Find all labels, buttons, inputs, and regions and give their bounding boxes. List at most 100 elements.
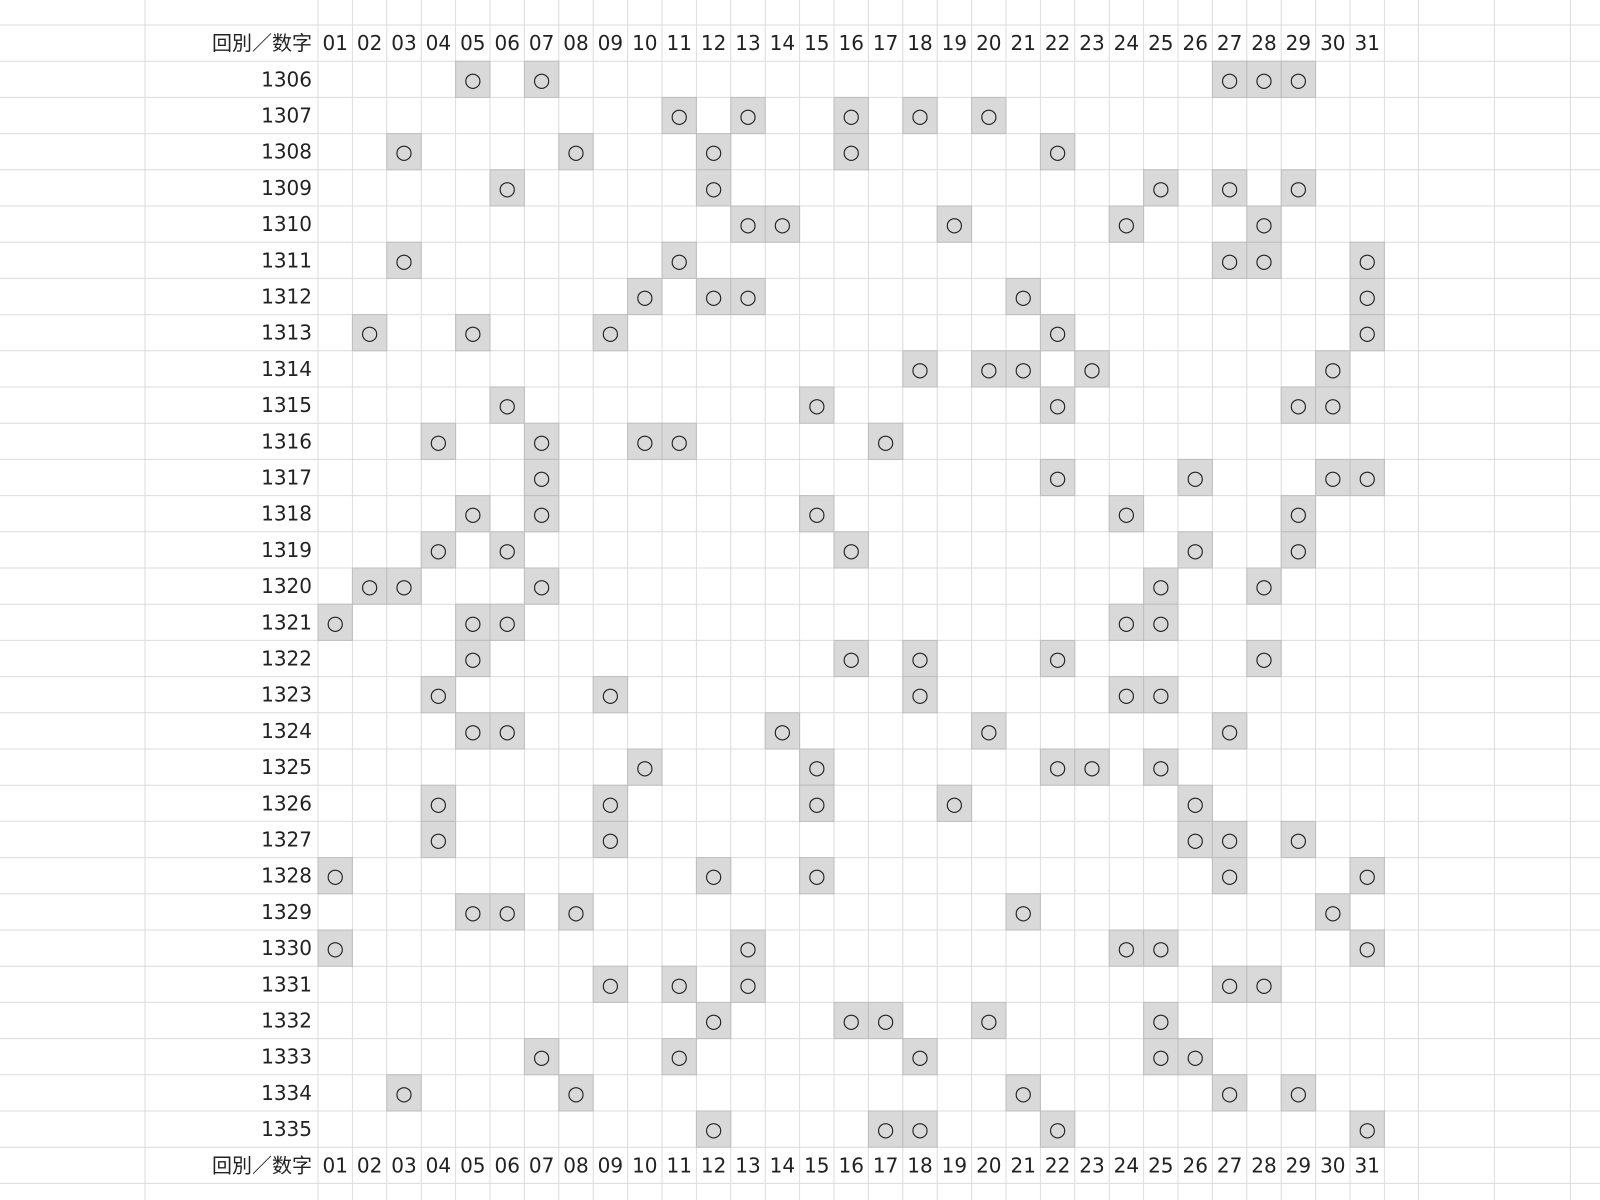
header-number: 17 — [873, 31, 898, 55]
marked-cell — [489, 531, 525, 569]
marked-cell — [902, 96, 938, 135]
header-number: 12 — [701, 31, 726, 55]
mark-symbol: ○ — [1290, 393, 1307, 417]
mark-symbol: ○ — [1221, 972, 1238, 996]
mark-symbol: ○ — [808, 755, 825, 779]
marked-cell — [1315, 350, 1351, 388]
marked-cell — [799, 748, 835, 786]
marked-cell — [420, 676, 457, 714]
footer-number: 22 — [1045, 1153, 1070, 1177]
mark-symbol: ○ — [498, 176, 515, 200]
mark-symbol: ○ — [774, 212, 791, 236]
marked-cell — [902, 676, 938, 714]
marked-cell — [695, 857, 732, 895]
marked-cell — [1039, 748, 1076, 786]
mark-symbol: ○ — [1049, 755, 1066, 779]
mark-symbol: ○ — [567, 140, 584, 164]
marked-cell — [351, 314, 388, 352]
mark-symbol: ○ — [1358, 285, 1375, 309]
header-number: 05 — [460, 31, 485, 55]
footer-number: 20 — [976, 1153, 1001, 1177]
mark-symbol: ○ — [808, 864, 825, 888]
marked-cell — [1211, 60, 1248, 98]
marked-cell — [799, 495, 835, 533]
mark-symbol: ○ — [1049, 140, 1066, 164]
footer-number: 23 — [1079, 1153, 1104, 1177]
mark-symbol: ○ — [980, 1009, 997, 1033]
round-label: 1326 — [261, 791, 312, 815]
marked-cell — [902, 350, 938, 388]
mark-symbol: ○ — [361, 321, 378, 345]
mark-symbol: ○ — [1290, 1081, 1307, 1105]
mark-symbol: ○ — [1049, 321, 1066, 345]
mark-symbol: ○ — [1152, 936, 1169, 960]
mark-symbol: ○ — [670, 248, 687, 272]
marked-cell — [730, 96, 766, 135]
marked-cell — [902, 639, 938, 678]
mark-symbol: ○ — [1152, 1045, 1169, 1069]
footer-number: 31 — [1354, 1153, 1379, 1177]
marked-cell — [902, 1038, 938, 1076]
marked-cell — [1211, 712, 1248, 750]
mark-symbol: ○ — [1324, 393, 1341, 417]
mark-symbol: ○ — [533, 502, 550, 526]
mark-symbol: ○ — [705, 1117, 722, 1141]
marked-cell — [695, 133, 732, 171]
marked-cell — [592, 965, 629, 1003]
mark-symbol: ○ — [1255, 972, 1272, 996]
marked-cell — [936, 784, 973, 822]
mark-symbol: ○ — [1221, 864, 1238, 888]
header-number: 08 — [563, 31, 588, 55]
marked-cell — [489, 712, 525, 750]
marked-cell — [695, 1110, 732, 1148]
mark-symbol: ○ — [1118, 502, 1135, 526]
mark-symbol: ○ — [1152, 683, 1169, 707]
header-number: 23 — [1079, 31, 1104, 55]
mark-symbol: ○ — [877, 1117, 894, 1141]
mark-symbol: ○ — [1152, 1009, 1169, 1033]
marked-cell — [833, 133, 869, 171]
marked-cell — [1211, 857, 1248, 895]
footer-number: 11 — [666, 1153, 691, 1177]
marked-cell — [1280, 169, 1317, 207]
marked-cell — [1211, 820, 1248, 859]
header-number: 04 — [426, 31, 451, 55]
marked-cell — [1349, 929, 1385, 967]
round-label: 1325 — [261, 755, 312, 779]
footer-number: 27 — [1217, 1153, 1242, 1177]
marked-cell — [1039, 458, 1076, 497]
footer-number: 06 — [494, 1153, 519, 1177]
mark-symbol: ○ — [533, 574, 550, 598]
footer-number: 12 — [701, 1153, 726, 1177]
marked-cell — [1280, 820, 1317, 859]
mark-symbol: ○ — [1290, 67, 1307, 91]
marked-cell — [1074, 748, 1110, 786]
mark-symbol: ○ — [980, 357, 997, 381]
marked-cell — [1143, 748, 1179, 786]
mark-symbol: ○ — [1152, 574, 1169, 598]
mark-symbol: ○ — [1186, 1045, 1203, 1069]
mark-symbol: ○ — [602, 321, 619, 345]
mark-symbol: ○ — [1221, 176, 1238, 200]
mark-symbol: ○ — [1118, 212, 1135, 236]
mark-symbol: ○ — [1152, 755, 1169, 779]
marked-cell — [695, 1001, 732, 1040]
mark-symbol: ○ — [774, 719, 791, 743]
mark-symbol: ○ — [395, 1081, 412, 1105]
marked-cell — [558, 893, 594, 931]
marked-cell — [661, 422, 697, 460]
mark-symbol: ○ — [1049, 466, 1066, 490]
mark-symbol: ○ — [1049, 1117, 1066, 1141]
mark-symbol: ○ — [498, 900, 515, 924]
marked-cell — [523, 495, 560, 533]
mark-symbol: ○ — [980, 719, 997, 743]
marked-cell — [730, 277, 766, 316]
marked-cell — [1246, 60, 1282, 98]
mark-symbol: ○ — [395, 248, 412, 272]
mark-symbol: ○ — [1049, 393, 1066, 417]
marked-cell — [1143, 169, 1179, 207]
header-number: 20 — [976, 31, 1001, 55]
marked-cell — [1143, 676, 1179, 714]
mark-symbol: ○ — [705, 1009, 722, 1033]
mark-symbol: ○ — [636, 285, 653, 309]
